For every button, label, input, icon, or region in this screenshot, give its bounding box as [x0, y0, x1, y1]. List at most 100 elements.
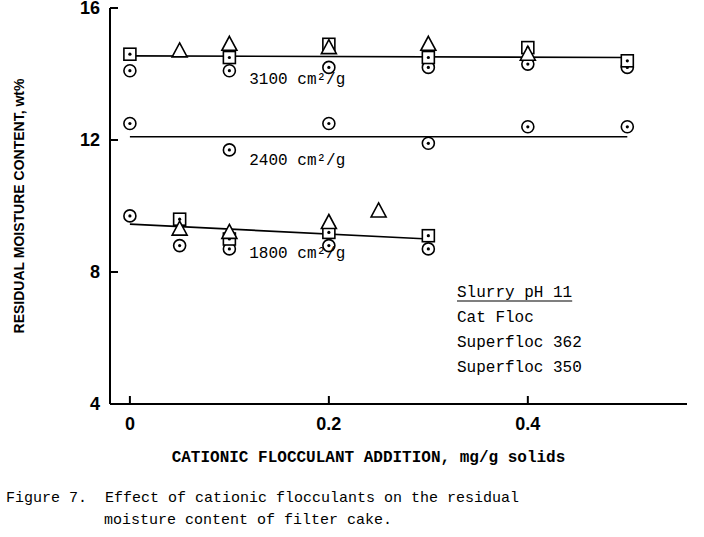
- point-shape: [422, 137, 434, 149]
- point: [174, 240, 186, 252]
- point-shape: [222, 36, 237, 50]
- point-dot: [228, 247, 231, 250]
- chart: 48121600.20.4CATIONIC FLOCCULANT ADDITIO…: [0, 0, 704, 537]
- legend-entry: Superfloc 362: [457, 334, 582, 352]
- point: [124, 118, 136, 130]
- legend-entry: Cat Floc: [457, 309, 534, 327]
- point: [520, 46, 535, 60]
- point-shape: [621, 55, 633, 67]
- y-tick-label: 4: [90, 394, 100, 414]
- y-axis-label: RESIDUAL MOISTURE CONTENT, wt%: [11, 78, 27, 333]
- point-shape: [223, 65, 235, 77]
- point-dot: [228, 56, 231, 59]
- point-dot: [128, 214, 131, 217]
- point-shape: [124, 118, 136, 130]
- point-shape: [124, 65, 136, 77]
- point: [422, 52, 434, 64]
- point-dot: [228, 148, 231, 151]
- legend-entry: Superfloc 350: [457, 359, 582, 377]
- point-dot: [427, 247, 430, 250]
- point-shape: [522, 121, 534, 133]
- point-shape: [124, 210, 136, 222]
- point-dot: [178, 244, 181, 247]
- point-shape: [421, 36, 436, 50]
- point: [621, 121, 633, 133]
- fit-line-label: 3100 cm²/g: [249, 71, 345, 89]
- y-tick: [110, 271, 118, 273]
- y-tick: [110, 139, 118, 141]
- y-tick: [110, 7, 118, 9]
- point-shape: [520, 46, 535, 60]
- point-dot: [427, 66, 430, 69]
- point-dot: [526, 125, 529, 128]
- point-dot: [526, 63, 529, 66]
- x-axis-label: CATIONIC FLOCCULANT ADDITION, mg/g solid…: [172, 449, 566, 467]
- point-dot: [327, 122, 330, 125]
- legend: Slurry pH 11 Cat Floc Superfloc 362 Superfl…: [457, 284, 582, 377]
- point-shape: [422, 52, 434, 64]
- point: [223, 52, 235, 64]
- point: [172, 221, 187, 235]
- point: [321, 215, 336, 229]
- point-shape: [222, 224, 237, 238]
- point-shape: [323, 118, 335, 130]
- point-dot: [327, 66, 330, 69]
- point: [222, 224, 237, 238]
- x-tick-label: 0.4: [515, 414, 540, 434]
- point: [124, 210, 136, 222]
- point: [222, 36, 237, 50]
- x-tick-label: 0: [125, 414, 135, 434]
- point-shape: [124, 48, 136, 60]
- point-shape: [223, 52, 235, 64]
- x-tick: [328, 396, 330, 404]
- fit-line-label: 1800 cm²/g: [249, 245, 345, 263]
- point-shape: [321, 215, 336, 229]
- point: [223, 144, 235, 156]
- point-shape: [422, 243, 434, 255]
- point: [421, 36, 436, 50]
- point-dot: [427, 142, 430, 145]
- legend-title: Slurry pH 11: [457, 284, 572, 302]
- x-tick-label: 0.2: [316, 414, 341, 434]
- point-dot: [128, 53, 131, 56]
- y-tick-label: 12: [80, 130, 100, 150]
- point: [124, 65, 136, 77]
- point: [621, 55, 633, 67]
- point: [522, 121, 534, 133]
- point-dot: [228, 69, 231, 72]
- point: [172, 43, 187, 57]
- point-shape: [321, 40, 336, 54]
- point: [422, 243, 434, 255]
- point-shape: [223, 144, 235, 156]
- x-tick: [129, 396, 131, 404]
- point-dot: [128, 69, 131, 72]
- fit-line: [130, 56, 627, 58]
- point-shape: [172, 43, 187, 57]
- legend-title-underline: [457, 300, 572, 301]
- fit-line: [130, 136, 627, 138]
- caption: moisture content of filter cake.: [104, 512, 392, 529]
- point-shape: [172, 221, 187, 235]
- fit-line-label: 2400 cm²/g: [249, 152, 345, 170]
- point: [321, 40, 336, 54]
- point: [124, 48, 136, 60]
- caption: Figure 7. Effect of cationic flocculants…: [6, 490, 519, 507]
- point-shape: [621, 121, 633, 133]
- point: [223, 65, 235, 77]
- point: [323, 118, 335, 130]
- point-dot: [327, 231, 330, 234]
- point-dot: [427, 56, 430, 59]
- point-shape: [422, 230, 434, 242]
- y-tick-label: 16: [80, 0, 100, 18]
- y-tick: [110, 403, 118, 405]
- point: [371, 203, 386, 217]
- point-dot: [128, 122, 131, 125]
- point-shape: [174, 240, 186, 252]
- point-dot: [626, 125, 629, 128]
- point-dot: [626, 59, 629, 62]
- x-axis: [110, 403, 687, 405]
- point-shape: [371, 203, 386, 217]
- point: [422, 230, 434, 242]
- y-axis: [109, 8, 111, 404]
- point: [422, 137, 434, 149]
